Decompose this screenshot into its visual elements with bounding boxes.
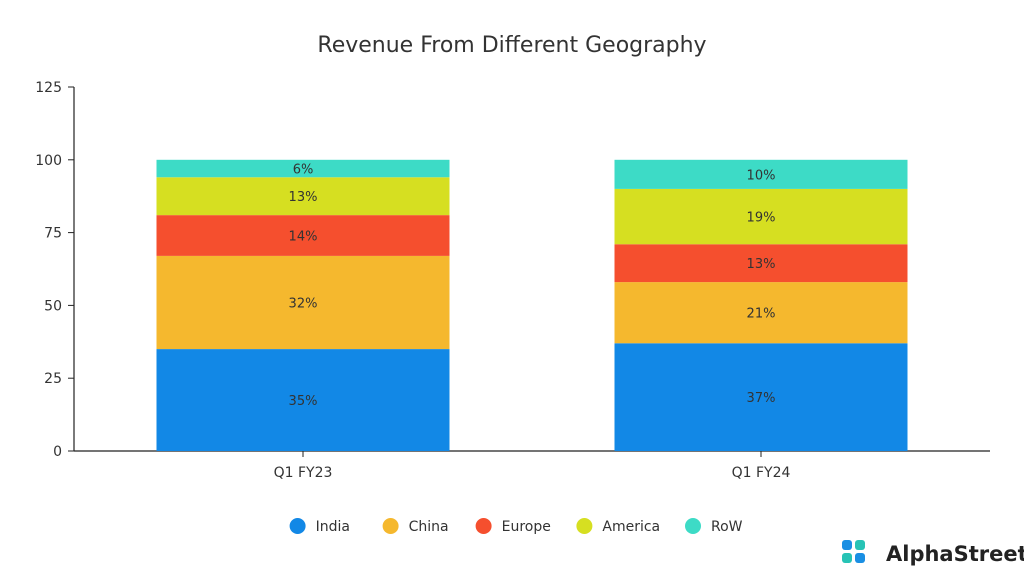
logo-quadrant: [842, 553, 852, 563]
data-label: 14%: [289, 230, 318, 245]
alphastreet-logo-icon: [842, 540, 865, 563]
bar-segment-europe: [156, 215, 450, 256]
logo-quadrant: [855, 553, 865, 563]
data-label: 19%: [747, 211, 776, 226]
y-tick-label: 75: [44, 226, 62, 242]
bar-segment-europe: [614, 244, 908, 283]
legend-swatch-america: [576, 518, 593, 534]
legend-swatch-europe: [475, 518, 492, 534]
bar-segment-america: [614, 188, 908, 245]
bars: 35% 32% 14% 13% 6% 37% 21% 13% 19% 10%: [156, 159, 908, 451]
bar-segment-america: [156, 177, 450, 216]
brand-logo: AlphaStreet: [842, 540, 1024, 566]
legend: India China Europe America RoW: [289, 518, 743, 535]
legend-label: Europe: [502, 519, 551, 535]
data-label: 6%: [293, 163, 314, 178]
legend-label: China: [409, 519, 449, 535]
bar-segment-row: [156, 159, 450, 178]
legend-label: India: [316, 519, 350, 535]
legend-label: America: [602, 519, 660, 535]
logo-quadrant: [842, 540, 852, 550]
x-tick-label: Q1 FY24: [732, 465, 791, 481]
data-label: 10%: [747, 168, 776, 183]
bar-segment-india: [156, 349, 450, 451]
legend-swatch-india: [289, 518, 306, 534]
y-tick-label: 0: [53, 444, 62, 460]
logo-quadrant: [855, 540, 865, 550]
bar-segment-china: [614, 282, 908, 344]
legend-swatch-row: [685, 518, 701, 534]
data-label: 35%: [289, 394, 318, 409]
y-tick-label: 25: [44, 371, 62, 387]
bar-segment-row: [614, 159, 908, 189]
y-tick-label: 50: [44, 298, 62, 314]
legend-swatch-china: [382, 518, 399, 534]
y-tick-label: 125: [35, 80, 62, 96]
data-label: 21%: [747, 307, 776, 322]
data-label: 37%: [747, 391, 776, 406]
data-label: 13%: [747, 257, 776, 272]
bar-segment-china: [156, 255, 450, 350]
brand-name: AlphaStreet: [886, 542, 1024, 566]
x-tick-label: Q1 FY23: [274, 465, 333, 481]
data-label: 32%: [289, 296, 318, 311]
data-label: 13%: [289, 190, 318, 205]
legend-label: RoW: [711, 519, 743, 535]
bar-segment-india: [614, 343, 908, 451]
y-tick-label: 100: [35, 153, 62, 169]
chart-title: Revenue From Different Geography: [317, 33, 706, 58]
